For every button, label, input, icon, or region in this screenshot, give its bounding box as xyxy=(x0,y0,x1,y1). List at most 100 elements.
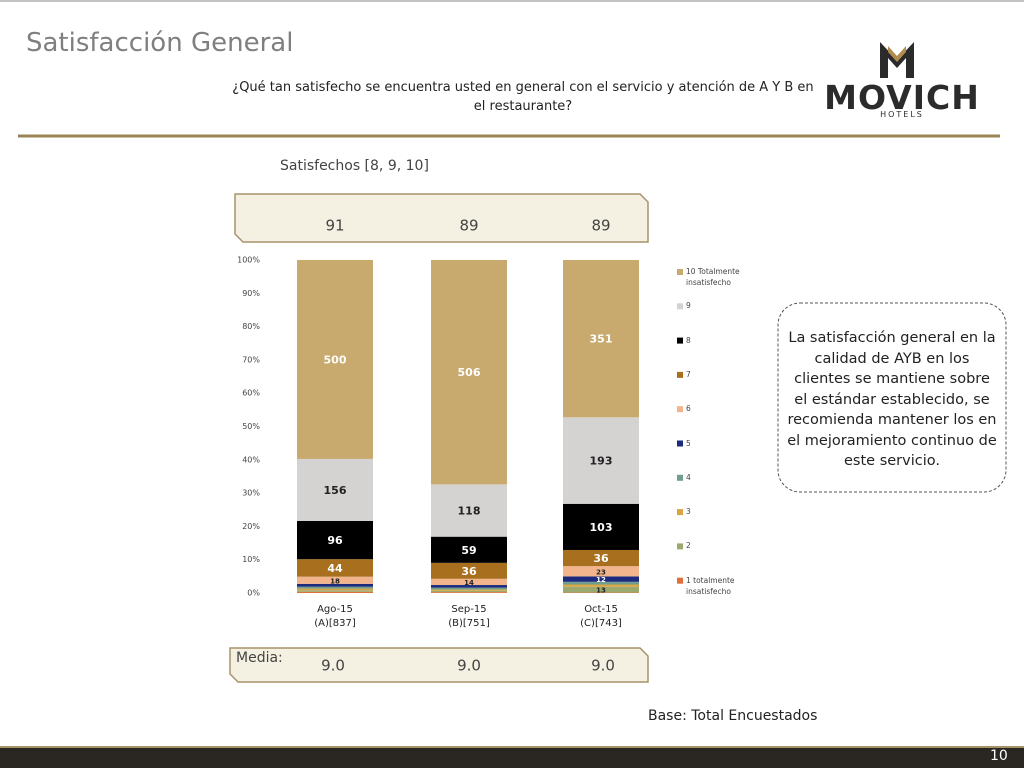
logo-mark xyxy=(880,42,914,78)
media-label: Media: xyxy=(236,650,283,666)
data-label: 118 xyxy=(458,505,481,518)
title: Satisfacción General xyxy=(26,28,294,58)
bar-segment xyxy=(563,586,639,593)
x-tick-base: (B)[751] xyxy=(448,618,490,629)
media-box xyxy=(229,647,649,683)
legend-label: 2 xyxy=(686,541,691,551)
bar-segment xyxy=(563,584,639,587)
media-value: 9.0 xyxy=(321,657,345,675)
bar-segment xyxy=(563,503,639,550)
bar-segment xyxy=(563,576,639,582)
y-tick-label: 70% xyxy=(242,355,260,364)
satisfied-value: 91 xyxy=(325,217,344,235)
data-label: 96 xyxy=(327,534,343,547)
data-label: 506 xyxy=(458,366,481,379)
data-label: 156 xyxy=(324,484,347,497)
legend-swatch xyxy=(677,474,683,481)
satisfied-value: 89 xyxy=(459,217,478,235)
x-tick-label: Oct-15 xyxy=(584,604,618,615)
y-tick-label: 10% xyxy=(242,555,260,564)
bar-segment xyxy=(563,417,639,504)
legend-swatch xyxy=(677,303,683,310)
legend-swatch xyxy=(677,371,683,378)
y-tick-label: 50% xyxy=(242,422,260,431)
bar-segment xyxy=(431,587,507,590)
bar-segment xyxy=(431,484,507,537)
bar-segment xyxy=(297,576,373,584)
y-tick-label: 30% xyxy=(242,489,260,498)
x-tick-base: (C)[743] xyxy=(580,618,622,629)
bar-segment xyxy=(431,260,507,485)
question: ¿Qué tan satisfecho se encuentra usted e… xyxy=(232,80,814,114)
legend-label: 5 xyxy=(686,438,691,448)
legend-swatch xyxy=(677,509,683,516)
legend-swatch xyxy=(677,577,683,584)
legend-label: 4 xyxy=(686,472,691,482)
logo-name: MOVICH xyxy=(824,78,980,117)
bar-segment xyxy=(431,589,507,591)
y-tick-label: 100% xyxy=(237,256,260,265)
logo-sub: HOTELS xyxy=(880,110,924,119)
bar-segment xyxy=(297,520,373,560)
bar-segment xyxy=(431,562,507,579)
legend-label: 3 xyxy=(686,507,691,517)
data-label: 36 xyxy=(593,552,609,565)
bar-segment xyxy=(297,583,373,587)
bar-segment xyxy=(431,585,507,588)
bar-segment xyxy=(297,591,373,593)
bar-segment xyxy=(297,588,373,591)
legend-swatch xyxy=(677,269,683,275)
data-label: 13 xyxy=(596,587,606,595)
data-label: 14 xyxy=(464,579,474,587)
x-tick-base: (A)[837] xyxy=(314,618,356,629)
y-tick-label: 40% xyxy=(242,455,260,464)
bar-segment xyxy=(563,260,639,418)
y-tick-label: 90% xyxy=(242,289,260,298)
bar-segment xyxy=(297,458,373,521)
legend-label: 6 xyxy=(686,404,691,414)
note: La satisfacción general en la calidad de… xyxy=(787,330,997,469)
bar-segment xyxy=(297,260,373,459)
satisfied-label: Satisfechos [8, 9, 10] xyxy=(280,158,429,174)
media-value: 9.0 xyxy=(457,657,481,675)
bar-segment xyxy=(297,586,373,589)
bar-segment xyxy=(563,581,639,585)
x-tick-label: Ago-15 xyxy=(317,604,353,615)
bar-segment xyxy=(431,578,507,586)
data-label: 18 xyxy=(330,577,340,585)
note-box xyxy=(777,302,1007,493)
bar-segment xyxy=(431,592,507,593)
satisfied-box xyxy=(234,193,649,243)
legend-label: 7 xyxy=(686,369,691,379)
data-label: 351 xyxy=(590,333,613,346)
x-tick-label: Sep-15 xyxy=(451,604,486,615)
legend-swatch xyxy=(677,543,683,550)
legend-label: 1 totalmente insatisfecho xyxy=(686,575,735,596)
bar-segment xyxy=(563,549,639,567)
data-label: 44 xyxy=(327,562,343,575)
footer-band xyxy=(0,746,1024,768)
bar-segment xyxy=(563,566,639,577)
data-label: 103 xyxy=(590,521,613,534)
bar-segment xyxy=(297,559,373,577)
legend-label: 10 Totalmente insatisfecho xyxy=(686,267,740,287)
y-tick-label: 20% xyxy=(242,522,260,531)
satisfied-value: 89 xyxy=(591,217,610,235)
bar-segment xyxy=(297,590,373,592)
legend-swatch xyxy=(677,337,683,344)
data-label: 500 xyxy=(324,353,347,366)
data-label: 36 xyxy=(461,565,477,578)
legend-label: 9 xyxy=(686,301,691,311)
bar-segment xyxy=(431,536,507,563)
y-tick-label: 60% xyxy=(242,389,260,398)
y-tick-label: 80% xyxy=(242,322,260,331)
data-label: 12 xyxy=(596,576,606,584)
data-label: 23 xyxy=(596,568,606,576)
bar-segment xyxy=(431,590,507,593)
data-label: 193 xyxy=(590,455,613,468)
base-note: Base: Total Encuestados xyxy=(648,708,818,724)
legend-swatch xyxy=(677,440,683,447)
data-label: 59 xyxy=(461,544,476,557)
